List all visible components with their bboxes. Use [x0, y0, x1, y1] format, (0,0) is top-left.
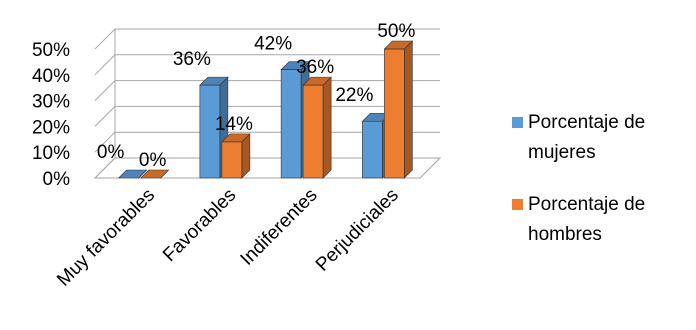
data-label: 36%	[296, 57, 334, 78]
y-tick-label: 30%	[32, 92, 70, 113]
y-tick-label: 50%	[32, 40, 70, 61]
data-label: 14%	[215, 114, 253, 135]
data-label: 22%	[335, 85, 373, 106]
bar-outline	[199, 84, 221, 179]
legend-swatch-mujeres	[512, 117, 523, 128]
x-tick-label: Indiferentes	[237, 185, 322, 270]
data-label: 36%	[173, 49, 211, 70]
legend-label-mujeres: Porcentaje de mujeres	[528, 112, 646, 163]
bar-top	[117, 169, 148, 179]
bar	[362, 121, 383, 178]
bar-outline	[362, 120, 383, 179]
bar-outline	[302, 84, 324, 179]
x-tick-label: Favorables	[159, 185, 240, 266]
bar	[199, 85, 220, 178]
y-tick-label: 10%	[32, 143, 70, 164]
bar-outline	[221, 141, 243, 179]
gridline	[94, 157, 440, 179]
bar-outline	[384, 48, 405, 179]
bar-outline	[280, 69, 302, 179]
bar-side	[322, 76, 332, 179]
bar-top	[139, 169, 170, 179]
bar	[281, 69, 302, 178]
legend-swatch-hombres	[512, 199, 523, 210]
legend-item-mujeres: Porcentaje de mujeres	[512, 108, 692, 168]
gridline	[94, 80, 440, 101]
gridline	[94, 105, 440, 127]
data-label: 0%	[139, 150, 167, 171]
bar-side	[404, 40, 413, 179]
bar	[221, 141, 242, 178]
y-tick-label: 40%	[32, 66, 70, 87]
legend-item-hombres: Porcentaje de hombres	[512, 190, 692, 250]
bar	[384, 49, 405, 178]
gridline	[94, 131, 440, 153]
data-label: 50%	[377, 21, 415, 42]
y-tick-label: 20%	[32, 117, 70, 138]
data-label: 42%	[254, 34, 292, 55]
legend-label-hombres: Porcentaje de hombres	[528, 194, 646, 245]
y-tick-label: 0%	[43, 169, 71, 190]
data-label: 0%	[97, 142, 125, 163]
legend: Porcentaje de mujeres Porcentaje de homb…	[512, 108, 692, 272]
x-tick-label: Muy favorables	[53, 185, 159, 291]
bar	[303, 85, 324, 178]
x-tick-label: Perjudiciales	[312, 185, 403, 276]
gridline	[94, 28, 440, 50]
gridline	[94, 54, 440, 76]
